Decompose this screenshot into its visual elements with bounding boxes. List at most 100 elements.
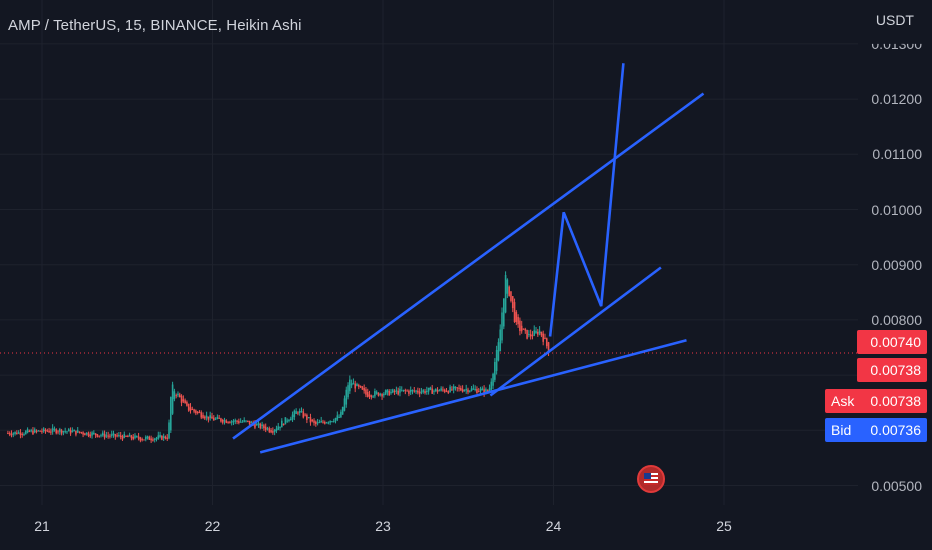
candle-up	[37, 430, 40, 432]
candle-down	[259, 423, 262, 429]
candle-down	[130, 435, 133, 439]
candle-down	[227, 421, 229, 423]
candle-up	[171, 384, 174, 414]
candle-down	[309, 417, 312, 423]
candle-up	[490, 381, 493, 390]
candle-down	[447, 391, 450, 394]
candle-down	[116, 435, 118, 437]
candle-up	[409, 389, 412, 393]
candle-up	[42, 428, 45, 432]
candle-down	[150, 438, 152, 441]
candle-up	[281, 420, 283, 428]
candle-down	[28, 430, 31, 432]
candle-down	[483, 389, 485, 394]
candle-up	[392, 389, 394, 393]
candle-down	[143, 439, 145, 441]
candle-down	[282, 424, 285, 426]
candle-up	[33, 429, 36, 433]
candle-up	[372, 396, 374, 398]
candle-up	[234, 420, 237, 422]
candle-up	[53, 429, 56, 431]
candle-down	[238, 421, 240, 423]
candle-down	[189, 407, 192, 411]
candle-up	[257, 423, 260, 425]
price-tick-label: 0.00500	[871, 477, 922, 494]
candle-down	[225, 420, 228, 423]
candle-down	[212, 417, 215, 421]
candle-down	[75, 430, 77, 435]
candle-up	[420, 391, 423, 393]
candle-up	[499, 329, 502, 352]
candle-up	[535, 330, 537, 334]
candle-down	[366, 391, 369, 397]
candle-up	[155, 437, 158, 440]
candle-up	[14, 431, 16, 434]
candle-up	[214, 418, 217, 420]
candle-up	[316, 422, 319, 424]
candle-down	[361, 386, 364, 390]
candle-up	[243, 420, 246, 422]
candle-up	[293, 410, 296, 418]
candle-up	[318, 422, 321, 424]
candle-down	[359, 385, 362, 388]
candle-up	[334, 418, 337, 422]
candle-up	[438, 390, 441, 392]
candle-up	[485, 389, 487, 392]
candle-down	[218, 417, 220, 419]
trendline-2	[259, 339, 687, 454]
candle-down	[198, 412, 201, 414]
axis-currency: USDT	[875, 12, 914, 28]
candle-down	[164, 436, 167, 439]
candle-up	[429, 387, 432, 390]
candle-up	[472, 388, 475, 390]
bid-price-tag: Bid 0.00736	[825, 418, 927, 442]
candle-up	[331, 421, 333, 423]
candle-up	[67, 428, 70, 432]
candle-down	[302, 411, 305, 418]
candle-down	[270, 430, 272, 433]
candle-up	[400, 390, 403, 392]
candle-down	[545, 338, 548, 347]
candle-down	[354, 383, 357, 389]
candle-up	[399, 388, 401, 393]
candle-up	[279, 426, 281, 429]
candle-down	[161, 435, 163, 440]
candle-up	[295, 411, 297, 414]
candle-down	[456, 387, 459, 389]
candle-up	[64, 431, 66, 433]
candle-down	[10, 433, 13, 436]
price-tick-label: 0.01300	[871, 35, 922, 52]
candle-down	[55, 429, 58, 434]
candle-up	[325, 422, 328, 424]
candle-down	[431, 388, 433, 394]
candle-up	[255, 424, 258, 426]
candle-down	[98, 435, 101, 437]
candle-up	[454, 386, 457, 388]
candle-down	[195, 410, 197, 414]
candle-up	[495, 349, 498, 371]
trendline-3	[489, 266, 662, 397]
candle-down	[137, 436, 140, 439]
price-tick-label: 0.00800	[871, 311, 922, 328]
candle-up	[144, 437, 147, 440]
candle-down	[486, 390, 489, 392]
candle-up	[440, 388, 442, 391]
candle-up	[266, 428, 269, 430]
candle-up	[110, 434, 113, 436]
candle-down	[467, 389, 469, 393]
candle-down	[304, 414, 306, 416]
candle-down	[82, 432, 84, 435]
candle-down	[182, 399, 185, 402]
us-flag-icon[interactable]	[637, 465, 665, 493]
candle-down	[413, 390, 416, 392]
chart-title: AMP / TetherUS, 15, BINANCE, Heikin Ashi	[8, 17, 302, 34]
candle-up	[230, 421, 233, 423]
candle-up	[390, 391, 392, 394]
candle-down	[408, 390, 410, 394]
candle-down	[94, 433, 97, 436]
candle-up	[261, 424, 263, 427]
candle-down	[397, 390, 399, 395]
candle-up	[157, 435, 160, 439]
candle-up	[341, 406, 344, 415]
